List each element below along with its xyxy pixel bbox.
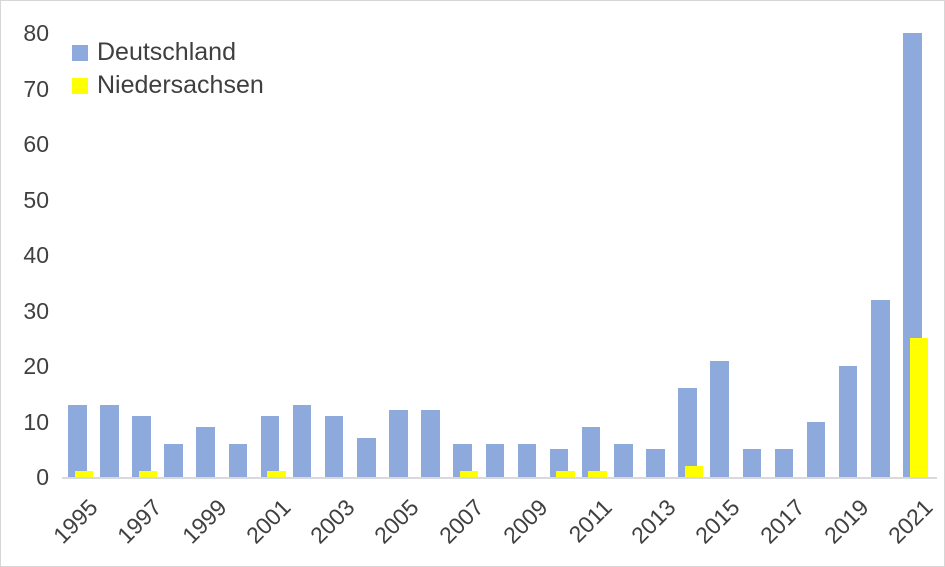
legend-swatch-deutschland-icon [72,44,88,61]
x-axis-tick-label-2011: 2011 [563,494,617,548]
x-axis-tick-label-1997: 1997 [112,494,167,549]
bar-deutschland-1997 [132,416,151,477]
x-axis-tick-label-2005: 2005 [369,494,424,549]
x-axis-tick-label-2013: 2013 [626,494,681,549]
bar-deutschland-1995 [68,404,87,477]
y-axis-tick-label-50: 50 [23,186,49,213]
bar-niedersachsen-2007 [459,471,479,477]
x-axis-tick-label-2015: 2015 [690,494,746,549]
bar-deutschland-1998 [164,443,183,477]
bar-deutschland-2002 [292,404,312,477]
x-axis-tick-label-2003: 2003 [305,494,360,549]
bar-niedersachsen-2010 [556,471,575,477]
bar-niedersachsen-1995 [74,471,93,477]
bar-deutschland-2015 [710,360,729,477]
x-axis-tick-label-2007: 2007 [433,494,489,549]
bar-deutschland-2001 [260,416,280,477]
bar-deutschland-1999 [196,427,215,477]
bar-deutschland-2005 [389,410,408,477]
bar-deutschland-2013 [646,449,665,477]
y-axis-tick-label-30: 30 [23,297,49,324]
bar-deutschland-2000 [228,443,248,477]
bar-deutschland-2009 [517,443,537,477]
bar-deutschland-2007 [453,443,472,477]
legend: Deutschland Niedersachsen [72,40,264,106]
bar-deutschland-2003 [324,416,344,477]
bar-niedersachsen-1997 [138,471,158,477]
bar-niedersachsen-2011 [588,471,607,477]
x-axis-line [62,477,937,479]
bar-deutschland-2008 [485,443,505,477]
bar-deutschland-1996 [100,404,119,477]
x-axis-tick-label-1995: 1995 [48,494,103,549]
legend-item-deutschland: Deutschland [72,40,264,65]
bar-niedersachsen-2014 [684,465,704,477]
bar-niedersachsen-2021 [909,338,929,477]
x-axis-tick-label-2021: 2021 [883,494,938,549]
y-axis-tick-label-60: 60 [23,131,49,158]
bar-deutschland-2012 [614,443,633,477]
x-axis-tick-label-2009: 2009 [497,494,553,549]
bar-deutschland-2020 [871,299,890,477]
y-axis-tick-label-0: 0 [36,464,49,490]
bar-deutschland-2019 [838,366,858,477]
bar-deutschland-2010 [549,449,569,477]
x-axis-tick-label-1999: 1999 [176,494,232,549]
y-axis-tick-label-40: 40 [23,242,49,269]
x-axis-tick-label-2001: 2001 [240,494,296,549]
bar-niedersachsen-2001 [267,471,286,477]
legend-label-niedersachsen: Niedersachsen [97,71,264,99]
y-axis-tick-label-80: 80 [23,20,49,47]
y-axis-tick-label-70: 70 [23,75,49,102]
y-axis-tick-label-20: 20 [23,353,49,380]
legend-item-niedersachsen: Niedersachsen [72,73,264,98]
bar-deutschland-2004 [357,438,376,477]
bar-deutschland-2018 [806,421,826,477]
bar-deutschland-2016 [742,449,762,477]
bar-deutschland-2006 [421,410,440,477]
legend-swatch-niedersachsen-icon [72,77,88,94]
bar-deutschland-2011 [581,427,601,477]
x-axis-tick-label-2017: 2017 [754,494,810,549]
x-axis-tick-label-2019: 2019 [818,494,874,549]
bar-deutschland-2014 [678,388,697,477]
bar-deutschland-2017 [774,449,794,477]
legend-label-deutschland: Deutschland [97,38,236,66]
y-axis-tick-label-10: 10 [23,408,49,435]
